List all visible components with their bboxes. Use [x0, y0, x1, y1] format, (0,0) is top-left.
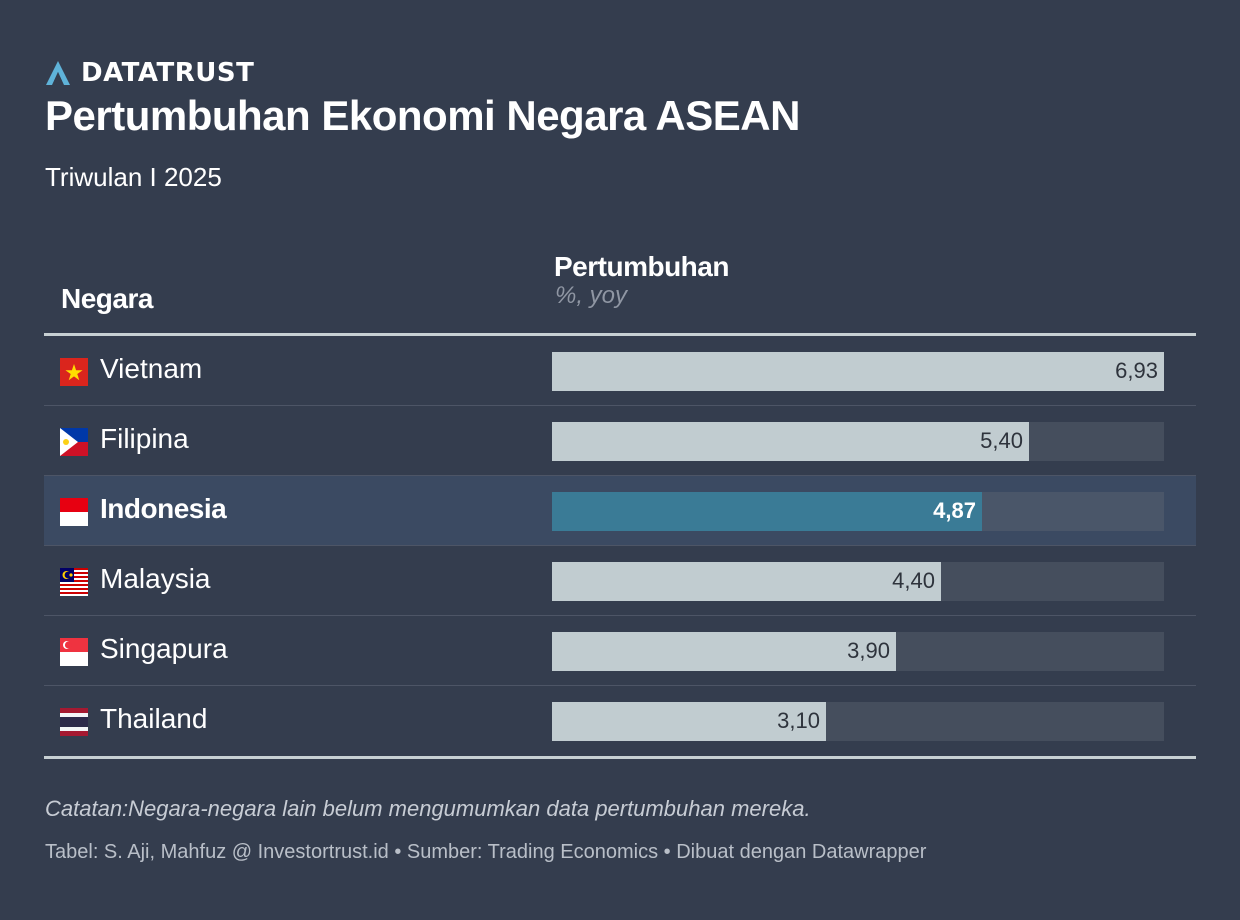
table-bottom-rule — [44, 756, 1196, 759]
malaysia-flag-icon — [60, 568, 88, 596]
bar-vietnam: 6,93 — [552, 352, 1164, 391]
bar-value-label: 4,40 — [892, 568, 935, 593]
source-credit: Tabel: S. Aji, Mahfuz @ Investortrust.id… — [45, 841, 927, 863]
bar-value-label: 5,40 — [980, 428, 1023, 453]
bar-filipina: 5,40 — [552, 422, 1029, 461]
triangle-logo-icon — [46, 61, 70, 85]
bar-indonesia: 4,87 — [552, 492, 982, 531]
bar-track: 4,40 — [552, 562, 1164, 601]
table-row-filipina: Filipina 5,40 — [44, 406, 1196, 476]
country-name: Singapura — [100, 633, 228, 664]
vietnam-flag-icon — [60, 358, 88, 386]
singapore-flag-icon — [60, 638, 88, 666]
bar-singapura: 3,90 — [552, 632, 896, 671]
bar-malaysia: 4,40 — [552, 562, 941, 601]
column-header-unit: %, yoy — [555, 282, 628, 309]
chart-title: Pertumbuhan Ekonomi Negara ASEAN — [45, 92, 800, 139]
table-row-vietnam: Vietnam 6,93 — [44, 336, 1196, 406]
philippines-flag-icon — [60, 428, 88, 456]
brand-name: DATATRUST — [81, 58, 255, 88]
footnote: Catatan:Negara-negara lain belum mengumu… — [45, 796, 811, 821]
bar-track: 3,10 — [552, 702, 1164, 741]
column-header-country: Negara — [61, 283, 153, 314]
bar-track: 3,90 — [552, 632, 1164, 671]
table-row-thailand: Thailand 3,10 — [44, 686, 1196, 756]
table-top-rule — [44, 333, 1196, 336]
bar-thailand: 3,10 — [552, 702, 826, 741]
country-name: Thailand — [100, 703, 208, 734]
country-name: Vietnam — [100, 353, 203, 384]
bar-value-label: 6,93 — [1115, 358, 1158, 383]
table-row-indonesia: Indonesia 4,87 — [44, 476, 1196, 546]
bar-value-label: 3,90 — [847, 638, 890, 663]
bar-track: 4,87 — [552, 492, 1164, 531]
country-name: Filipina — [100, 423, 189, 454]
bar-track: 6,93 — [552, 352, 1164, 391]
table-row-malaysia: Malaysia 4,40 — [44, 546, 1196, 616]
table-row-singapura: Singapura 3,90 — [44, 616, 1196, 686]
column-header-growth: Pertumbuhan — [554, 251, 729, 282]
indonesia-flag-icon — [60, 498, 88, 526]
table-body: Vietnam 6,93 Filipina 5,40 Indonesia 4,87 Mala… — [44, 336, 1196, 756]
bar-track: 5,40 — [552, 422, 1164, 461]
bar-value-label: 3,10 — [777, 708, 820, 733]
chart-subtitle: Triwulan I 2025 — [45, 162, 222, 192]
bar-value-label: 4,87 — [933, 498, 976, 523]
thailand-flag-icon — [60, 708, 88, 736]
country-name: Malaysia — [100, 563, 211, 594]
country-name: Indonesia — [100, 493, 227, 524]
brand-logo: DATATRUST — [45, 58, 254, 88]
